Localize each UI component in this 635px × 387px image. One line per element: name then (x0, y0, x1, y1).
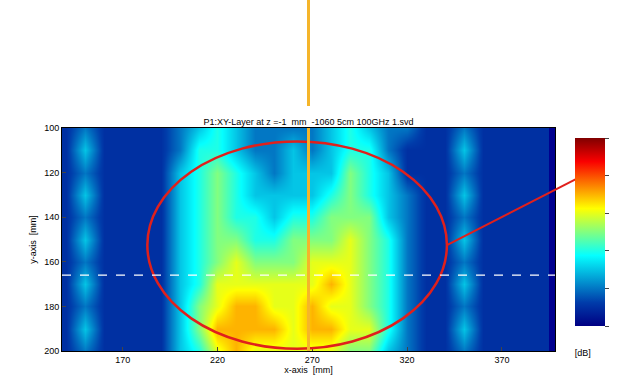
svg-text:160: 160 (44, 257, 59, 267)
svg-text:P1:XY-Layer at z =-1 mm -106: P1:XY-Layer at z =-1 mm -1060 5cm 100GHz… (203, 117, 413, 127)
svg-text:200: 200 (44, 346, 59, 356)
svg-text:y-axis [mm]: y-axis [mm] (28, 215, 38, 264)
svg-text:x-axis [mm]: x-axis [mm] (284, 365, 333, 375)
svg-text:[dB]: [dB] (575, 348, 591, 358)
svg-text:180: 180 (44, 302, 59, 312)
svg-text:370: 370 (494, 355, 509, 365)
svg-text:320: 320 (400, 355, 415, 365)
svg-text:120: 120 (44, 168, 59, 178)
svg-text:100: 100 (44, 123, 59, 133)
svg-text:220: 220 (210, 355, 225, 365)
svg-text:170: 170 (115, 355, 130, 365)
svg-text:270: 270 (305, 355, 320, 365)
svg-text:140: 140 (44, 212, 59, 222)
